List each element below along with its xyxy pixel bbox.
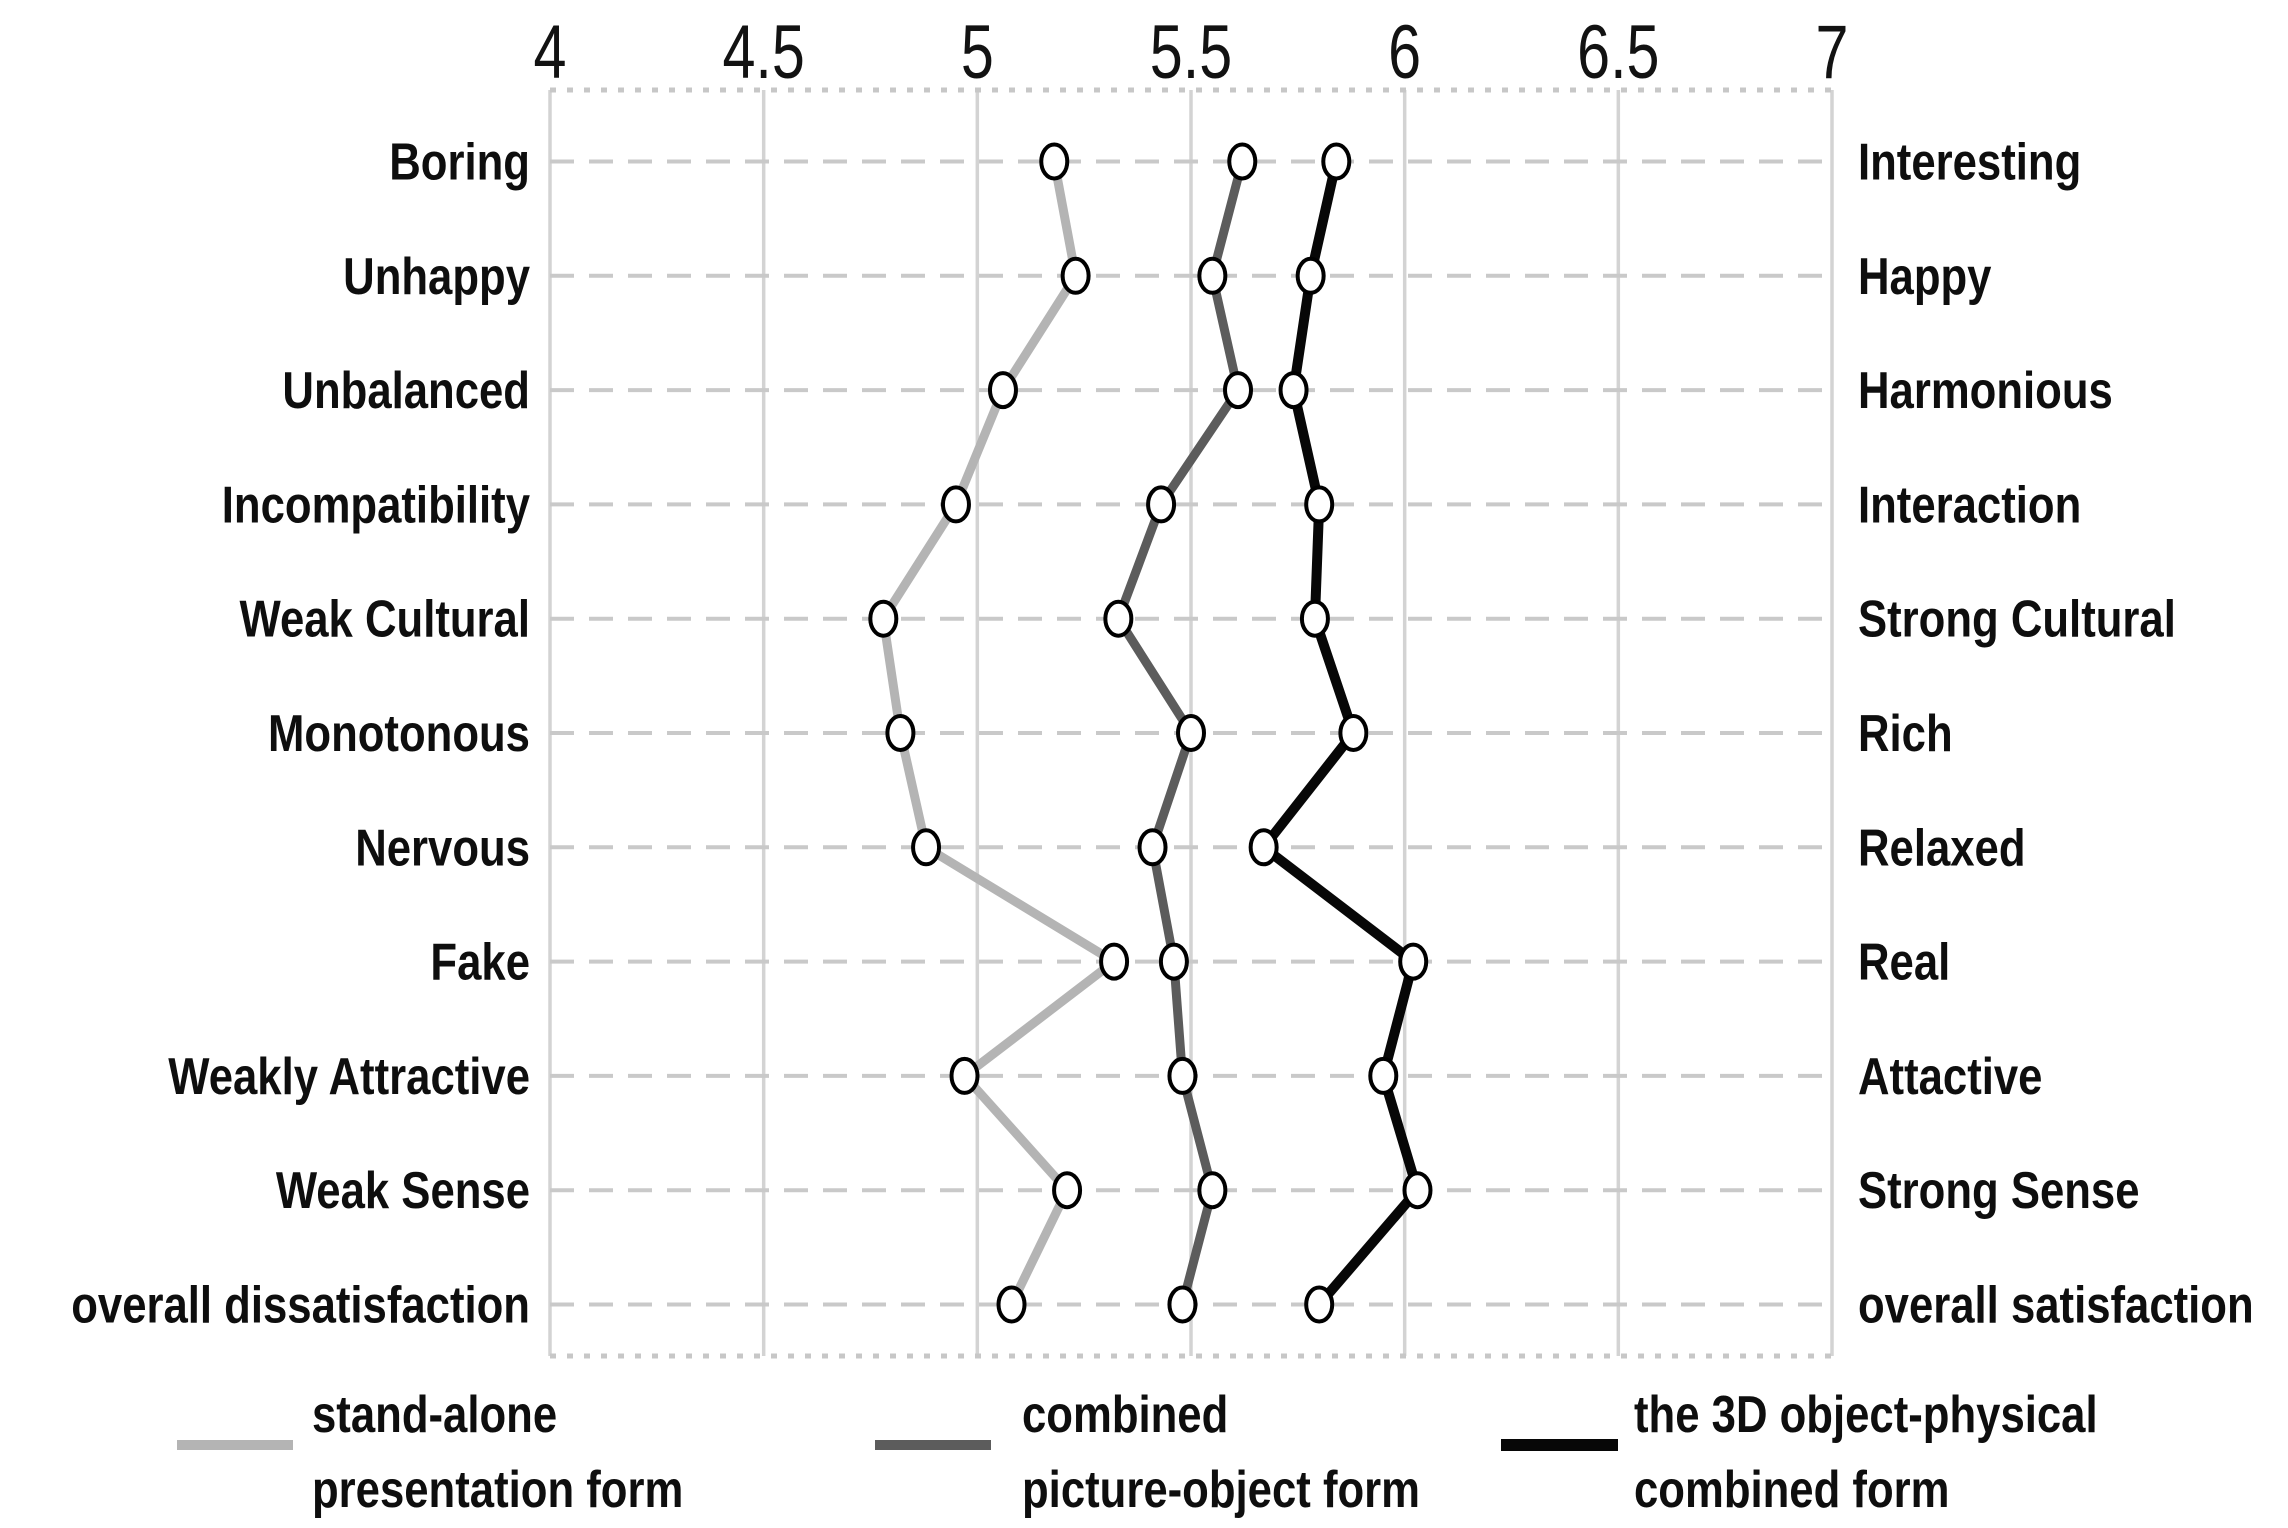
series-1-marker-3 bbox=[1146, 485, 1177, 524]
legend-label-line: combined form bbox=[1634, 1461, 1950, 1519]
series-2-marker-0 bbox=[1321, 142, 1352, 181]
row-label-left-3: Incompatibility bbox=[222, 477, 530, 534]
series-0-marker-9 bbox=[1052, 1171, 1083, 1210]
x-tick-label-4: 4 bbox=[534, 10, 567, 95]
series-0-marker-4 bbox=[868, 599, 899, 638]
series-0-marker-7 bbox=[1099, 942, 1130, 981]
series-0-marker-3 bbox=[940, 485, 971, 524]
legend-label-line: picture-object form bbox=[1022, 1461, 1421, 1519]
row-label-right-10: overall satisfaction bbox=[1858, 1277, 2254, 1334]
legend-swatch-standalone bbox=[177, 1440, 293, 1450]
series-0-marker-8 bbox=[949, 1056, 980, 1095]
row-label-left-7: Fake bbox=[430, 934, 530, 991]
legend-label-line: presentation form bbox=[312, 1461, 684, 1519]
series-1-marker-8 bbox=[1167, 1056, 1198, 1095]
legend-swatch-picture-object bbox=[875, 1440, 991, 1450]
x-tick-label-5.5: 5.5 bbox=[1150, 10, 1232, 95]
series-0-marker-6 bbox=[911, 828, 942, 867]
series-0-marker-2 bbox=[987, 371, 1018, 410]
series-1-marker-0 bbox=[1227, 142, 1258, 181]
series-2-marker-8 bbox=[1368, 1056, 1399, 1095]
x-tick-label-5: 5 bbox=[961, 10, 994, 95]
legend-label-standalone: stand-alone presentation form bbox=[312, 1378, 683, 1528]
row-label-right-0: Interesting bbox=[1858, 134, 2081, 191]
series-1-marker-2 bbox=[1223, 371, 1254, 410]
x-tick-label-6: 6 bbox=[1388, 10, 1421, 95]
row-label-left-9: Weak Sense bbox=[276, 1163, 530, 1220]
legend-label-line: stand-alone bbox=[312, 1386, 558, 1444]
row-label-right-4: Strong Cultural bbox=[1858, 591, 2176, 648]
series-0-marker-5 bbox=[885, 714, 916, 752]
series-2-marker-6 bbox=[1248, 828, 1279, 867]
series-2-marker-10 bbox=[1304, 1285, 1335, 1324]
row-label-right-6: Relaxed bbox=[1858, 820, 2026, 877]
row-label-left-4: Weak Cultural bbox=[240, 591, 530, 648]
series-1-marker-10 bbox=[1167, 1285, 1198, 1324]
row-label-left-10: overall dissatisfaction bbox=[71, 1277, 530, 1334]
series-2-marker-4 bbox=[1299, 599, 1330, 638]
row-label-right-9: Strong Sense bbox=[1858, 1163, 2140, 1220]
row-label-right-3: Interaction bbox=[1858, 477, 2081, 534]
series-1-marker-4 bbox=[1103, 599, 1134, 638]
series-1-marker-7 bbox=[1158, 942, 1189, 981]
row-label-left-6: Nervous bbox=[355, 820, 530, 877]
series-2-marker-2 bbox=[1278, 371, 1309, 410]
row-label-left-1: Unhappy bbox=[343, 248, 530, 305]
row-label-right-1: Happy bbox=[1858, 248, 1992, 305]
row-label-left-8: Weakly Attractive bbox=[168, 1048, 530, 1105]
series-1-marker-6 bbox=[1137, 828, 1168, 867]
row-label-right-7: Real bbox=[1858, 934, 1950, 991]
legend-label-line: combined bbox=[1022, 1386, 1229, 1444]
series-2-marker-7 bbox=[1398, 942, 1429, 981]
series-2-marker-5 bbox=[1338, 714, 1369, 752]
series-1-marker-5 bbox=[1176, 714, 1206, 752]
row-label-right-8: Attactive bbox=[1858, 1048, 2042, 1105]
row-label-left-5: Monotonous bbox=[268, 706, 530, 763]
series-1-marker-1 bbox=[1197, 256, 1228, 295]
x-tick-label-6.5: 6.5 bbox=[1577, 10, 1659, 95]
row-label-right-5: Rich bbox=[1858, 706, 1953, 763]
x-tick-label-4.5: 4.5 bbox=[722, 10, 804, 95]
x-tick-label-7: 7 bbox=[1816, 10, 1849, 95]
series-0-marker-10 bbox=[996, 1285, 1027, 1324]
series-1-marker-9 bbox=[1197, 1171, 1228, 1210]
series-0-marker-0 bbox=[1039, 142, 1070, 181]
legend-label-line: the 3D object-physical bbox=[1634, 1386, 2098, 1444]
row-label-right-2: Harmonious bbox=[1858, 363, 2113, 420]
series-2-marker-1 bbox=[1295, 256, 1326, 295]
series-2-marker-9 bbox=[1402, 1171, 1433, 1210]
legend-label-3d-object: the 3D object-physical combined form bbox=[1634, 1378, 2098, 1528]
series-2-marker-3 bbox=[1304, 485, 1335, 524]
row-label-left-2: Unbalanced bbox=[282, 363, 530, 420]
row-label-left-0: Boring bbox=[389, 134, 530, 191]
legend-swatch-3d-object bbox=[1501, 1439, 1618, 1451]
legend-label-picture-object: combined picture-object form bbox=[1022, 1378, 1420, 1528]
series-0-marker-1 bbox=[1060, 256, 1091, 295]
